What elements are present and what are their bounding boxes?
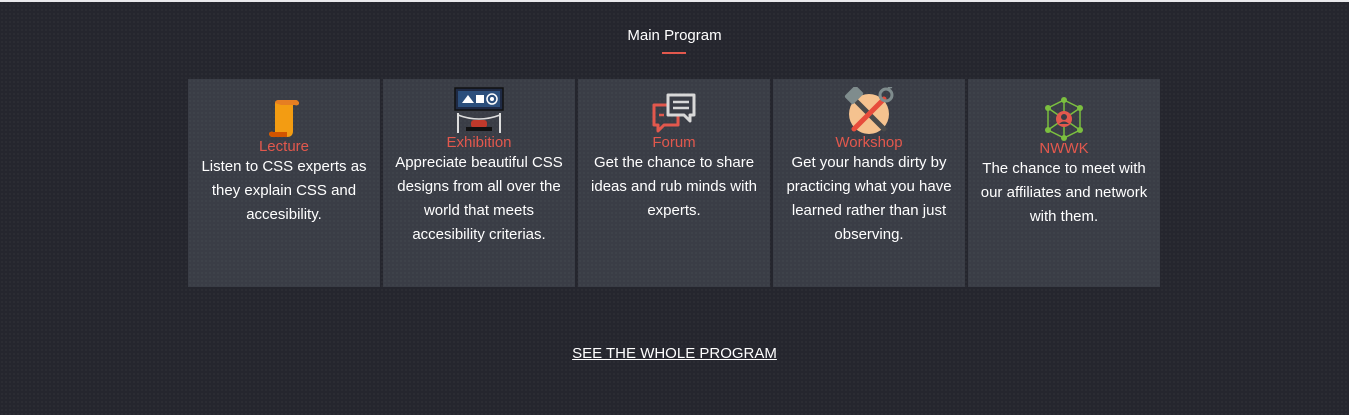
card-title-nwwk: NWWK	[1039, 140, 1089, 157]
see-whole-program-link[interactable]: SEE THE WHOLE PROGRAM	[572, 345, 777, 362]
card-nwwk: NWWK The chance to meet with our affilia…	[968, 79, 1160, 287]
scroll-icon	[267, 99, 301, 139]
card-title-lecture: Lecture	[258, 138, 310, 155]
program-cards: Lecture Listen to CSS experts as they ex…	[188, 79, 1161, 287]
tools-wrench-hammer-icon	[844, 85, 894, 135]
section-title: Main Program	[627, 27, 722, 44]
card-text-nwwk: The chance to meet with our affiliates a…	[980, 160, 1148, 225]
card-workshop: Workshop Get your hands dirty by practic…	[773, 79, 965, 287]
chat-bubbles-icon	[652, 91, 696, 135]
card-title-forum: Forum	[652, 134, 696, 151]
card-forum: Forum Get the chance to share ideas and …	[578, 79, 770, 287]
card-lecture: Lecture Listen to CSS experts as they ex…	[188, 79, 380, 287]
card-exhibition: Exhibition Appreciate beautiful CSS desi…	[383, 79, 575, 287]
card-title-workshop: Workshop	[835, 134, 903, 151]
card-text-lecture: Listen to CSS experts as they explain CS…	[201, 158, 367, 223]
card-text-forum: Get the chance to share ideas and rub mi…	[591, 154, 757, 219]
network-icon	[1040, 97, 1088, 141]
exhibition-board-icon	[454, 87, 504, 135]
card-title-exhibition: Exhibition	[446, 134, 512, 151]
see-whole-program-container: SEE THE WHOLE PROGRAM	[0, 345, 1349, 362]
card-text-workshop: Get your hands dirty by practicing what …	[786, 154, 952, 243]
top-border	[0, 0, 1349, 2]
title-underline	[662, 52, 686, 54]
card-text-exhibition: Appreciate beautiful CSS designs from al…	[395, 154, 563, 243]
